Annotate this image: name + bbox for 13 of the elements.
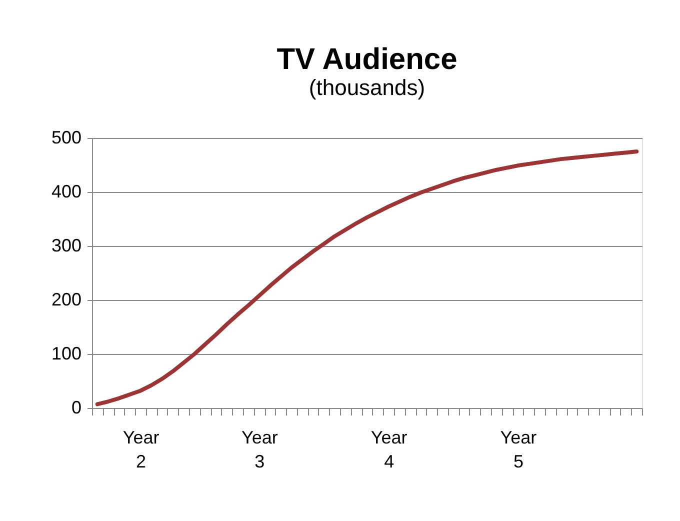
y-tick-label: 100 <box>51 344 82 364</box>
chart-title: TV Audience <box>276 43 458 76</box>
x-tick-label: Year 2 <box>122 428 160 472</box>
y-tick-label: 200 <box>51 290 82 310</box>
x-tick-label: Year 5 <box>500 428 537 472</box>
y-tick-label: 400 <box>51 182 82 202</box>
line-series <box>95 150 639 406</box>
y-tick-label: 0 <box>71 398 82 418</box>
chart-subtitle: (thousands) <box>308 75 426 100</box>
x-tick-label: Year 3 <box>241 428 278 472</box>
y-tick-label: 300 <box>51 236 82 256</box>
y-tick-label: 500 <box>51 128 82 148</box>
x-tick-label: Year 4 <box>370 428 408 472</box>
